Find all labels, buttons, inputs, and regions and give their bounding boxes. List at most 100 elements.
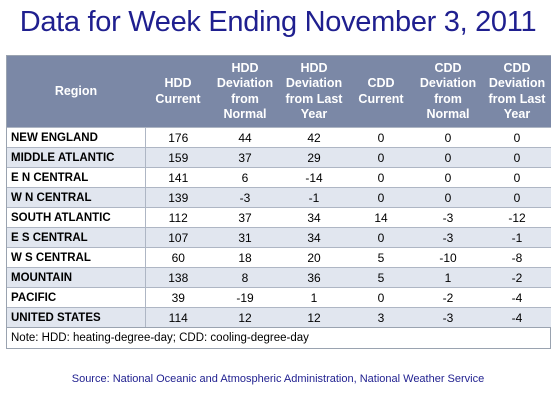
value-cell: 3 xyxy=(349,307,413,327)
column-header-line: Deviation xyxy=(285,76,343,90)
column-header-line: CDD xyxy=(434,60,462,75)
value-cell: 0 xyxy=(483,167,551,188)
column-header-line: from xyxy=(231,91,259,106)
table-header-row: Region HDD Current HDD Deviation from Normal HD… xyxy=(7,56,551,128)
column-header: CDD Current xyxy=(349,56,413,128)
table-row: SOUTH ATLANTIC 112 37 34 14 -3 -12 xyxy=(7,207,551,228)
value-cell: -12 xyxy=(483,207,551,228)
value-cell: -3 xyxy=(413,227,483,248)
column-header-line: Region xyxy=(54,83,98,98)
value-cell: -4 xyxy=(483,287,551,308)
column-header-line: CDD xyxy=(367,76,395,90)
value-cell: 12 xyxy=(279,307,349,327)
value-cell: 141 xyxy=(144,167,211,188)
value-cell: 112 xyxy=(144,207,211,228)
table-row: MOUNTAIN 138 8 36 5 1 -2 xyxy=(7,267,551,288)
table-row: UNITED STATES 114 12 12 3 -3 -4 xyxy=(7,307,551,327)
data-table-container: Region HDD Current HDD Deviation from Normal HD… xyxy=(6,55,551,349)
region-cell: MIDDLE ATLANTIC xyxy=(7,147,145,168)
value-cell: -8 xyxy=(483,247,551,268)
value-cell: 0 xyxy=(483,187,551,208)
page-title: Data for Week Ending November 3, 2011 xyxy=(19,6,537,38)
value-cell: 44 xyxy=(211,127,279,148)
region-cell: PACIFIC xyxy=(7,287,145,308)
value-cell: 5 xyxy=(349,267,413,288)
value-cell: 31 xyxy=(211,227,279,248)
value-cell: 0 xyxy=(413,127,483,148)
column-header-line: Deviation xyxy=(216,76,274,90)
table-row: W S CENTRAL 60 18 20 5 -10 -8 xyxy=(7,247,551,268)
region-cell: W N CENTRAL xyxy=(7,187,145,208)
value-cell: 34 xyxy=(279,227,349,248)
column-header-line: from Last xyxy=(285,91,343,106)
table-row: E N CENTRAL 141 6 -14 0 0 0 xyxy=(7,167,551,188)
value-cell: -1 xyxy=(483,227,551,248)
value-cell: 60 xyxy=(144,247,211,268)
column-header-line: Deviation xyxy=(419,76,477,90)
column-header-line: CDD xyxy=(503,60,531,75)
region-cell: SOUTH ATLANTIC xyxy=(7,207,145,228)
column-header-line: Year xyxy=(503,107,531,121)
value-cell: 0 xyxy=(349,187,413,208)
value-cell: 42 xyxy=(279,127,349,148)
value-cell: 138 xyxy=(144,267,211,288)
value-cell: 0 xyxy=(349,167,413,188)
value-cell: -2 xyxy=(413,287,483,308)
column-header: CDD Deviation from Last Year xyxy=(483,56,551,128)
table-note: Note: HDD: heating-degree-day; CDD: cool… xyxy=(7,327,550,348)
table-row: PACIFIC 39 -19 1 0 -2 -4 xyxy=(7,287,551,308)
data-table: Region HDD Current HDD Deviation from Normal HD… xyxy=(7,56,551,327)
value-cell: 37 xyxy=(211,207,279,228)
value-cell: -3 xyxy=(211,187,279,208)
value-cell: -1 xyxy=(279,187,349,208)
table-row: NEW ENGLAND 176 44 42 0 0 0 xyxy=(7,127,551,148)
value-cell: 0 xyxy=(349,287,413,308)
value-cell: 0 xyxy=(349,147,413,168)
table-row: E S CENTRAL 107 31 34 0 -3 -1 xyxy=(7,227,551,248)
region-cell: UNITED STATES xyxy=(7,307,145,327)
value-cell: 1 xyxy=(413,267,483,288)
value-cell: 139 xyxy=(144,187,211,208)
column-header-line: from xyxy=(434,91,462,106)
column-header-line: HDD xyxy=(231,60,259,75)
column-header: HDD Current xyxy=(145,56,211,128)
column-header-line: Normal xyxy=(426,107,470,121)
value-cell: 36 xyxy=(279,267,349,288)
region-cell: E S CENTRAL xyxy=(7,227,145,248)
column-header-line: Deviation xyxy=(488,76,546,90)
value-cell: -2 xyxy=(483,267,551,288)
region-cell: MOUNTAIN xyxy=(7,267,145,288)
value-cell: 5 xyxy=(349,247,413,268)
column-header-line: Current xyxy=(358,91,404,106)
source-citation: Source: National Oceanic and Atmospheric… xyxy=(71,373,485,385)
region-cell: W S CENTRAL xyxy=(7,247,145,268)
value-cell: 8 xyxy=(211,267,279,288)
column-header-line: Year xyxy=(300,107,328,121)
column-header-line: Current xyxy=(155,91,201,106)
value-cell: 14 xyxy=(349,207,413,228)
table-row: MIDDLE ATLANTIC 159 37 29 0 0 0 xyxy=(7,147,551,168)
value-cell: -10 xyxy=(413,247,483,268)
value-cell: -3 xyxy=(413,307,483,327)
value-cell: 114 xyxy=(144,307,211,327)
region-cell: NEW ENGLAND xyxy=(7,127,145,148)
value-cell: -19 xyxy=(211,287,279,308)
value-cell: 0 xyxy=(483,147,551,168)
value-cell: 39 xyxy=(144,287,211,308)
value-cell: 20 xyxy=(279,247,349,268)
value-cell: 0 xyxy=(413,167,483,188)
value-cell: 1 xyxy=(279,287,349,308)
column-header-line: HDD xyxy=(300,60,328,75)
column-header: CDD Deviation from Normal xyxy=(413,56,483,128)
table-body: NEW ENGLAND 176 44 42 0 0 0 MIDDLE ATLANTIC 159 3… xyxy=(7,127,551,327)
region-cell: E N CENTRAL xyxy=(7,167,145,188)
value-cell: 0 xyxy=(349,127,413,148)
value-cell: -14 xyxy=(279,167,349,188)
value-cell: 0 xyxy=(483,127,551,148)
value-cell: 18 xyxy=(211,247,279,268)
value-cell: 107 xyxy=(144,227,211,248)
value-cell: 176 xyxy=(144,127,211,148)
value-cell: 12 xyxy=(211,307,279,327)
value-cell: -3 xyxy=(413,207,483,228)
column-header-line: Normal xyxy=(223,107,267,121)
